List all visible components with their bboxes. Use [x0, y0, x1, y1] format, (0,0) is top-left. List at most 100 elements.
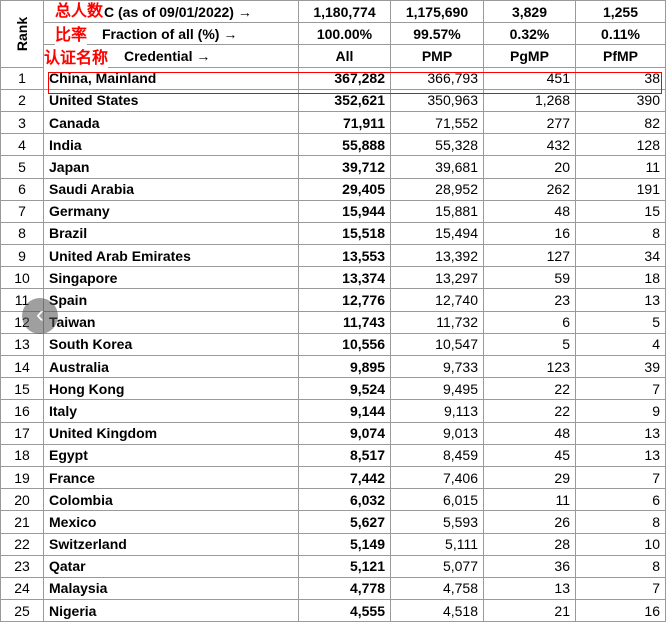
rank-cell: 15 [0, 377, 44, 401]
pfmp-count-cell: 9 [575, 399, 666, 423]
country-cell: China, Mainland [43, 66, 299, 90]
all-count-cell: 9,074 [298, 421, 391, 445]
pfmp-count-cell: 82 [575, 110, 666, 135]
all-count-cell: 13,553 [298, 244, 391, 268]
pfmp-count-cell: 18 [575, 266, 666, 290]
pgmp-count-cell: 48 [483, 421, 576, 445]
pfmp-count-cell: 390 [575, 88, 666, 112]
country-cell: Colombia [43, 488, 299, 512]
all-count-cell: 367,282 [298, 66, 391, 90]
pmp-count-cell: 15,881 [390, 199, 484, 223]
all-count-cell: 9,144 [298, 399, 391, 423]
rank-cell: 16 [0, 399, 44, 423]
fraction-pfmp: 0.11% [575, 22, 666, 46]
pfmp-count-cell: 34 [575, 244, 666, 268]
total-all: 1,180,774 [298, 0, 391, 24]
rank-cell: 24 [0, 576, 44, 601]
pmp-count-cell: 6,015 [390, 488, 484, 512]
rank-cell: 8 [0, 221, 44, 246]
table-row: 7 Germany 15,944 15,881 48 15 [0, 199, 666, 223]
pfmp-count-cell: 8 [575, 510, 666, 534]
pgmp-count-cell: 5 [483, 332, 576, 357]
pfmp-count-cell: 8 [575, 221, 666, 246]
pmp-count-cell: 8,459 [390, 443, 484, 467]
country-cell: Germany [43, 199, 299, 223]
all-count-cell: 15,518 [298, 221, 391, 246]
all-count-cell: 5,627 [298, 510, 391, 534]
rank-cell: 22 [0, 532, 44, 556]
pgmp-count-cell: 123 [483, 354, 576, 379]
all-count-cell: 55,888 [298, 133, 391, 157]
pfmp-count-cell: 8 [575, 554, 666, 578]
pgmp-count-cell: 23 [483, 288, 576, 312]
previous-arrow-icon[interactable]: ‹ [22, 298, 58, 334]
all-count-cell: 6,032 [298, 488, 391, 512]
all-count-cell: 12,776 [298, 288, 391, 312]
country-cell: Switzerland [43, 532, 299, 556]
pgmp-count-cell: 262 [483, 177, 576, 201]
pfmp-count-cell: 10 [575, 532, 666, 556]
total-pfmp: 1,255 [575, 0, 666, 24]
pfmp-count-cell: 11 [575, 155, 666, 179]
table-row: 25 Nigeria 4,555 4,518 21 16 [0, 599, 666, 623]
country-cell: Italy [43, 399, 299, 423]
credential-all: All [298, 44, 391, 68]
table-row: 4 India 55,888 55,328 432 128 [0, 133, 666, 157]
all-count-cell: 7,442 [298, 465, 391, 490]
table-row: 5 Japan 39,712 39,681 20 11 [0, 155, 666, 179]
country-cell: United Arab Emirates [43, 244, 299, 268]
pgmp-count-cell: 20 [483, 155, 576, 179]
pmp-count-cell: 9,013 [390, 421, 484, 445]
pfmp-count-cell: 16 [575, 599, 666, 623]
all-count-cell: 5,149 [298, 532, 391, 556]
all-count-cell: 5,121 [298, 554, 391, 578]
pmp-count-cell: 5,593 [390, 510, 484, 534]
table-row: 1 China, Mainland 367,282 366,793 451 38 [0, 66, 666, 90]
country-cell: Mexico [43, 510, 299, 534]
rank-cell: 6 [0, 177, 44, 201]
pmp-count-cell: 366,793 [390, 66, 484, 90]
rank-cell: 14 [0, 354, 44, 379]
pfmp-count-cell: 7 [575, 576, 666, 601]
rank-cell: 9 [0, 244, 44, 268]
country-cell: Singapore [43, 266, 299, 290]
pgmp-count-cell: 48 [483, 199, 576, 223]
pmp-count-cell: 350,963 [390, 88, 484, 112]
pgmp-count-cell: 29 [483, 465, 576, 490]
country-cell: South Korea [43, 332, 299, 357]
table-row: 17 United Kingdom 9,074 9,013 48 13 [0, 421, 666, 445]
rank-cell: 23 [0, 554, 44, 578]
pgmp-count-cell: 451 [483, 66, 576, 90]
table-row: 13 South Korea 10,556 10,547 5 4 [0, 332, 666, 357]
pmp-count-cell: 4,758 [390, 576, 484, 601]
pgmp-count-cell: 6 [483, 310, 576, 334]
pfmp-count-cell: 4 [575, 332, 666, 357]
rank-cell: 10 [0, 266, 44, 290]
rank-cell: 2 [0, 88, 44, 112]
pfmp-count-cell: 7 [575, 377, 666, 401]
annotation-total-people: 总人数 [55, 3, 104, 21]
table-row: 22 Switzerland 5,149 5,111 28 10 [0, 532, 666, 556]
pgmp-count-cell: 26 [483, 510, 576, 534]
pfmp-count-cell: 13 [575, 288, 666, 312]
country-cell: Canada [43, 110, 299, 135]
pfmp-count-cell: 39 [575, 354, 666, 379]
pfmp-count-cell: 6 [575, 488, 666, 512]
pmp-count-cell: 11,732 [390, 310, 484, 334]
credential-pfmp: PfMP [575, 44, 666, 68]
table-row: 10 Singapore 13,374 13,297 59 18 [0, 266, 666, 290]
table-row: 19 France 7,442 7,406 29 7 [0, 465, 666, 490]
fraction-row: Fraction of all (%) → 100.00% 99.57% 0.3… [1, 22, 666, 46]
rank-cell: 19 [0, 465, 44, 490]
pfmp-count-cell: 38 [575, 66, 666, 90]
pgmp-count-cell: 1,268 [483, 88, 576, 112]
pgmp-count-cell: 22 [483, 377, 576, 401]
pmp-count-cell: 28,952 [390, 177, 484, 201]
total-pgmp: 3,829 [483, 0, 576, 24]
pmp-count-cell: 13,392 [390, 244, 484, 268]
table-row: 8 Brazil 15,518 15,494 16 8 [0, 221, 666, 246]
pmp-count-cell: 71,552 [390, 110, 484, 135]
pgmp-count-cell: 59 [483, 266, 576, 290]
fraction-all: 100.00% [298, 22, 391, 46]
